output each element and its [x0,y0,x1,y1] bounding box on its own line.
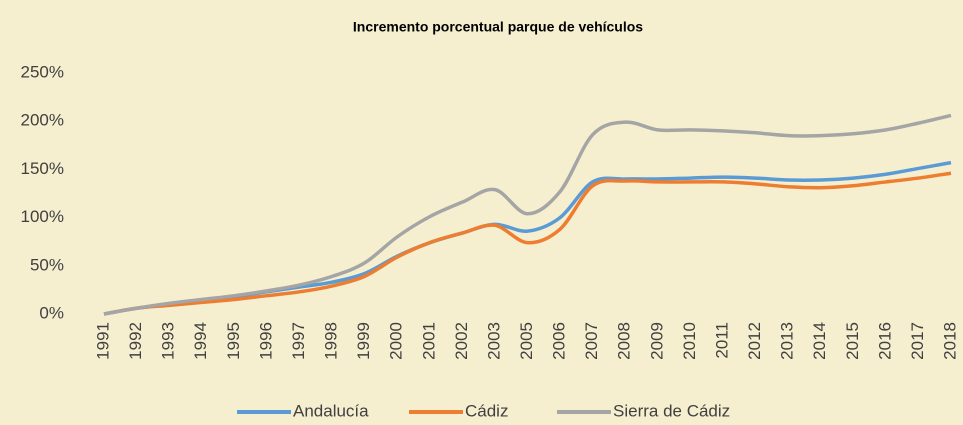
x-tick-label: 2000 [387,322,406,360]
y-tick-label: 250% [21,62,64,81]
x-tick-label: 1995 [224,322,243,360]
x-tick-label: 2011 [712,322,731,359]
x-tick-label: 2017 [908,322,927,360]
x-tick-label: 1991 [93,322,112,360]
x-tick-label: 2001 [419,322,438,360]
legend-label: Cádiz [465,401,508,420]
x-tick-label: 2013 [778,322,797,360]
x-tick-label: 2002 [452,322,471,360]
x-tick-label: 1997 [289,322,308,360]
x-tick-label: 1998 [322,322,341,360]
x-tick-label: 1993 [159,322,178,360]
chart-title: Incremento porcentual parque de vehículo… [353,19,643,35]
legend-label: Sierra de Cádiz [613,401,730,420]
y-tick-label: 50% [30,255,64,274]
x-tick-label: 1999 [354,322,373,360]
x-tick-label: 1996 [256,322,275,360]
y-tick-label: 150% [21,159,64,178]
series-line [103,113,952,316]
x-tick-label: 2009 [647,322,666,360]
x-tick-label: 2010 [680,322,699,360]
x-tick-label: 1992 [126,322,145,360]
legend-label: Andalucía [293,401,369,420]
x-tick-label: 2007 [582,322,601,360]
x-tick-label: 2015 [843,322,862,360]
y-tick-label: 0% [39,303,64,322]
x-tick-label: 2003 [484,322,503,360]
x-tick-label: 2016 [875,322,894,360]
x-tick-label: 1994 [191,322,210,360]
y-tick-label: 200% [21,111,64,130]
series-line [103,160,952,316]
series-line [103,171,952,316]
y-tick-label: 100% [21,207,64,226]
x-tick-label: 2014 [810,322,829,360]
x-tick-label: 2006 [550,322,569,360]
x-tick-label: 2005 [517,322,536,360]
x-tick-label: 2018 [940,322,959,360]
x-tick-label: 2008 [615,322,634,360]
x-tick-label: 2012 [745,322,764,360]
